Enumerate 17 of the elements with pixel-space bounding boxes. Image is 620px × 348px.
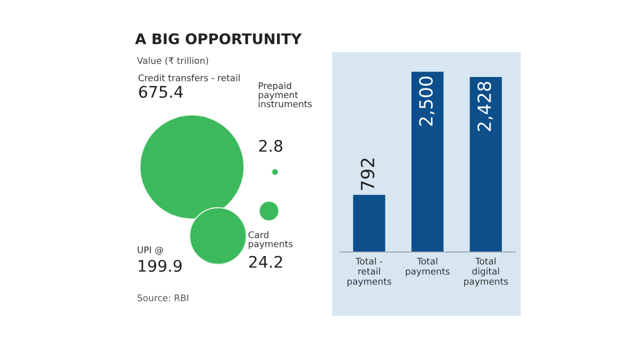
text: Value (₹ trillion) bbox=[137, 57, 208, 66]
text: A BIG OPPORTUNITY bbox=[135, 33, 302, 44]
data-label: 2.8 bbox=[259, 140, 282, 152]
category-label: Credit transfers - retail bbox=[138, 74, 240, 82]
data-label: 24.2 bbox=[249, 256, 282, 268]
x-tick-label: Total - retail payments bbox=[348, 258, 392, 287]
category-label: Card payments bbox=[248, 231, 292, 249]
category-label: UPI @ bbox=[138, 246, 163, 255]
data-label: 2,428 bbox=[477, 82, 493, 131]
data-label: 199.9 bbox=[138, 260, 182, 272]
x-tick-label: Total digital payments bbox=[464, 258, 508, 287]
data-label: 2,500 bbox=[419, 76, 435, 126]
data-label: 675.4 bbox=[139, 86, 183, 98]
category-label: Prepaid payment instruments bbox=[258, 82, 312, 108]
x-tick-label: Total payments bbox=[406, 258, 450, 276]
data-label: 792 bbox=[360, 158, 374, 190]
source-note: Source: RBI bbox=[138, 294, 188, 302]
